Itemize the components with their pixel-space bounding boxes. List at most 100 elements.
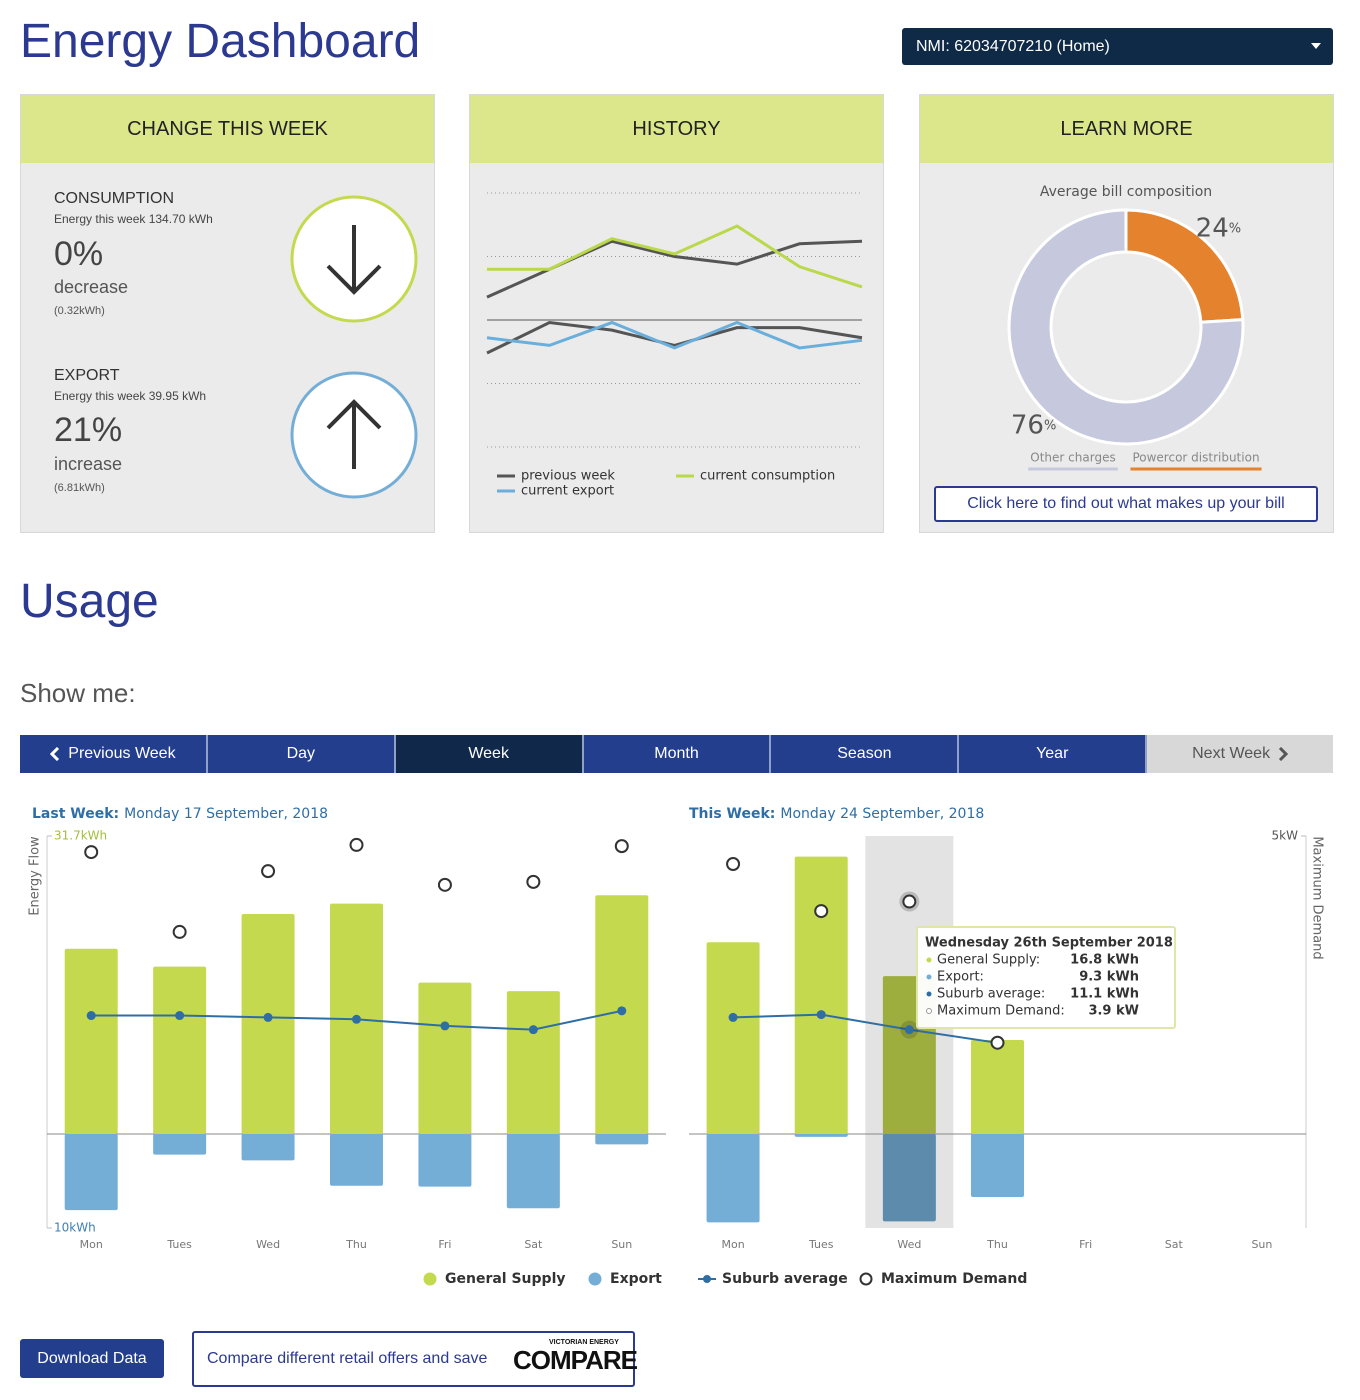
tab[interactable]: Week bbox=[395, 735, 584, 773]
suburb-dot bbox=[904, 1025, 914, 1035]
tab-text: Month bbox=[654, 745, 699, 762]
demand-point bbox=[990, 1035, 1005, 1050]
legend-swatch bbox=[588, 1272, 602, 1286]
legend-label: General Supply bbox=[445, 1271, 566, 1287]
item-label: EXPORT bbox=[54, 367, 120, 384]
caret bbox=[1311, 43, 1321, 49]
item-label: CONSUMPTION bbox=[54, 190, 174, 207]
card-title: LEARN MORE bbox=[920, 95, 1333, 163]
chevron-right bbox=[1279, 747, 1289, 761]
bar bbox=[241, 1133, 295, 1161]
legend-swatch bbox=[859, 1272, 873, 1286]
tab[interactable]: Day bbox=[207, 735, 396, 773]
bar bbox=[882, 976, 936, 1134]
suburb-dot bbox=[352, 1014, 361, 1024]
suburb-dot bbox=[86, 1011, 96, 1021]
y2-tick-label: 5kW bbox=[1272, 829, 1299, 843]
meter-select[interactable]: NMI: 62034707210 (Home) bbox=[902, 28, 1333, 65]
bar bbox=[418, 1133, 472, 1187]
tab[interactable]: Season bbox=[771, 735, 960, 773]
item-direction: increase bbox=[54, 454, 123, 474]
bar bbox=[971, 1039, 1024, 1134]
bar bbox=[794, 856, 848, 1134]
bar bbox=[595, 1133, 649, 1145]
suburb-dot bbox=[528, 1025, 538, 1035]
y-axis-label: Energy Flow bbox=[28, 836, 43, 916]
x-tick-label: Tues bbox=[808, 1238, 834, 1251]
bar bbox=[882, 1133, 936, 1222]
tooltip-title: Wednesday 26th September 2018 bbox=[925, 936, 1173, 951]
show-me: Show me: bbox=[20, 678, 136, 708]
bar bbox=[794, 1133, 848, 1137]
y-tick-label: 31.7kWh bbox=[54, 829, 107, 843]
highlight-band bbox=[865, 836, 954, 1228]
demand-point bbox=[902, 894, 917, 909]
x-tick-label: Tues bbox=[166, 1238, 192, 1251]
tab-text: Next Week bbox=[1192, 745, 1271, 762]
tooltip-value: 9.3 kWh bbox=[1079, 970, 1139, 985]
demand-point bbox=[614, 839, 629, 854]
x-tick-label: Thu bbox=[986, 1238, 1008, 1251]
item-energy: Energy this week 134.70 kWh bbox=[54, 212, 213, 226]
logo: COMPARE bbox=[513, 1345, 638, 1375]
y-tick-label: 10kWh bbox=[54, 1221, 96, 1235]
bar bbox=[706, 1133, 760, 1223]
demand-point bbox=[726, 857, 741, 871]
chart-title: Last Week: Monday 17 September, 2018 bbox=[32, 806, 328, 822]
chart-title-label: This Week: bbox=[689, 806, 775, 822]
bill-button[interactable]: Click here to find out what makes up you… bbox=[934, 486, 1318, 522]
tooltip-label: Maximum Demand: bbox=[937, 1004, 1065, 1019]
item-change: 0% bbox=[54, 235, 104, 273]
legend-swatch bbox=[703, 1275, 711, 1283]
history-card: HISTORY bbox=[469, 94, 884, 533]
tooltip-label: General Supply: bbox=[937, 953, 1040, 968]
page-title: Energy Dashboard bbox=[20, 15, 421, 68]
tooltip-bullet bbox=[926, 974, 932, 980]
compare-box[interactable]: Compare different retail offers and save… bbox=[192, 1331, 638, 1387]
suburb-line bbox=[733, 1013, 998, 1044]
suburb-dot bbox=[993, 1038, 1002, 1048]
card-title: HISTORY bbox=[470, 95, 883, 163]
suburb-dot bbox=[263, 1012, 273, 1022]
tab[interactable]: Next Week bbox=[1147, 735, 1334, 773]
meter-select-text: NMI: 62034707210 (Home) bbox=[916, 38, 1110, 55]
tab[interactable]: Year bbox=[959, 735, 1148, 773]
chart-title-date: Monday 17 September, 2018 bbox=[124, 806, 328, 822]
chart-title-label: Last Week: bbox=[32, 806, 119, 822]
bar bbox=[506, 991, 560, 1134]
x-tick-label: Sat bbox=[524, 1238, 543, 1251]
bar bbox=[153, 1133, 207, 1155]
tooltip-value: 16.8 kWh bbox=[1070, 953, 1139, 968]
bar bbox=[241, 914, 295, 1134]
item-energy: Energy this week 39.95 kWh bbox=[54, 389, 207, 403]
demand-point bbox=[172, 924, 187, 939]
demand-point bbox=[349, 837, 364, 852]
tab[interactable]: Month bbox=[583, 735, 772, 773]
x-tick-label: Fri bbox=[1079, 1238, 1092, 1251]
suburb-line bbox=[91, 1009, 622, 1031]
usage-title: Usage bbox=[20, 575, 159, 628]
dot-halo bbox=[900, 1020, 919, 1039]
tooltip-bullet bbox=[926, 1008, 932, 1014]
tab-text: Year bbox=[1036, 745, 1069, 762]
x-tick-label: Mon bbox=[721, 1238, 744, 1251]
bar bbox=[706, 942, 760, 1134]
tab-text: Previous Week bbox=[68, 745, 176, 762]
suburb-dot bbox=[728, 1012, 738, 1022]
item-change: 21% bbox=[54, 411, 123, 449]
item-delta: (6.81kWh) bbox=[54, 482, 105, 494]
tooltip-label: Suburb average: bbox=[937, 987, 1045, 1002]
tab[interactable]: Previous Week bbox=[20, 735, 208, 773]
x-tick-label: Sat bbox=[1165, 1238, 1184, 1251]
y2-axis-label: Maximum Demand bbox=[1310, 836, 1325, 959]
bar bbox=[595, 895, 649, 1134]
legend-label: Suburb average bbox=[722, 1271, 848, 1287]
demand-point bbox=[814, 904, 829, 919]
tooltip-bullet bbox=[926, 957, 932, 963]
tooltip bbox=[916, 926, 1176, 1029]
bar bbox=[971, 1133, 1024, 1197]
download-button[interactable]: Download Data bbox=[20, 1339, 164, 1378]
compare-text: Compare different retail offers and save bbox=[207, 1350, 488, 1367]
tooltip-bullet bbox=[926, 991, 932, 997]
